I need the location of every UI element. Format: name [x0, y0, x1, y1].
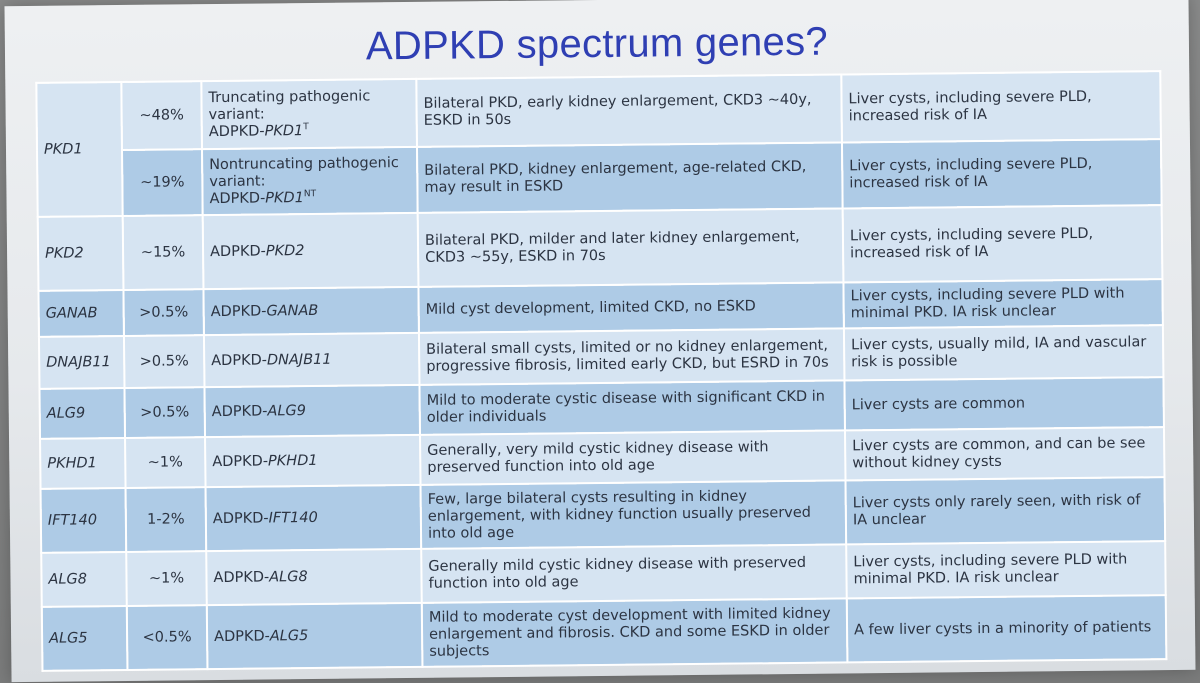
extrarenal-phenotype-cell: Liver cysts, including severe PLD, incre…	[841, 139, 1162, 209]
designation-gene: ALG8	[269, 568, 308, 585]
frequency-cell: <0.5%	[126, 605, 208, 670]
gene-cell: DNAJB11	[38, 335, 125, 389]
designation-gene: ALG5	[269, 627, 309, 644]
designation-gene: GANAB	[266, 302, 319, 319]
designation-prefix: ADPKD-	[208, 123, 265, 140]
extrarenal-phenotype-cell: Liver cysts are common	[844, 377, 1164, 431]
frequency-cell: >0.5%	[123, 289, 204, 336]
slide-title: ADPKD spectrum genes?	[365, 19, 829, 69]
extrarenal-phenotype-cell: Liver cysts are common, and can be see w…	[844, 427, 1165, 481]
frequency-cell: >0.5%	[123, 335, 205, 388]
designation-gene: PKHD1	[267, 452, 318, 469]
frequency-cell: >0.5%	[124, 387, 206, 438]
gene-cell: ALG8	[41, 551, 127, 607]
designation-line: Truncating pathogenic	[208, 87, 371, 106]
table-row: IFT140 1-2% ADPKD-IFT140 Few, large bila…	[40, 477, 1166, 553]
designation-cell: Truncating pathogenic variant: ADPKD-PKD…	[201, 78, 417, 150]
designation-cell: ADPKD-PKD2	[202, 212, 419, 290]
designation-gene: IFT140	[268, 509, 318, 526]
designation-cell: ADPKD-GANAB	[203, 286, 419, 336]
designation-prefix: ADPKD-	[209, 242, 266, 260]
designation-gene: PKD1	[264, 122, 304, 140]
kidney-phenotype-cell: Bilateral small cysts, limited or no kid…	[418, 328, 845, 385]
designation-line: Nontruncating pathogenic	[209, 154, 399, 173]
kidney-phenotype-cell: Mild to moderate cyst development with l…	[421, 598, 848, 667]
designation-prefix: ADPKD-	[212, 509, 269, 527]
kidney-phenotype-cell: Bilateral PKD, early kidney enlargement,…	[416, 74, 842, 147]
kidney-phenotype-cell: Bilateral PKD, milder and later kidney e…	[417, 208, 844, 287]
gene-cell: IFT140	[40, 487, 127, 553]
table-row: PKD2 ~15% ADPKD-PKD2 Bilateral PKD, mild…	[37, 205, 1163, 291]
designation-gene: PKD2	[265, 242, 305, 259]
extrarenal-phenotype-cell: Liver cysts, including severe PLD, incre…	[842, 205, 1163, 283]
designation-cell: Nontruncating pathogenic variant: ADPKD-…	[202, 146, 418, 216]
frequency-cell: ~15%	[122, 215, 204, 290]
designation-cell: ADPKD-PKHD1	[205, 434, 421, 488]
designation-name: ADPKD-PKD1NT	[209, 188, 410, 207]
designation-prefix: ADPKD-	[212, 452, 269, 470]
designation-line: variant:	[208, 105, 265, 123]
frequency-cell: ~19%	[122, 149, 203, 216]
designation-gene: PKD1	[265, 189, 304, 206]
designation-cell: ADPKD-ALG8	[206, 548, 422, 606]
designation-superscript: NT	[303, 188, 317, 199]
gene-cell: GANAB	[38, 289, 124, 337]
kidney-phenotype-cell: Mild cyst development, limited CKD, no E…	[418, 282, 844, 333]
presentation-slide: ADPKD spectrum genes? PKD1 ~48% Truncati…	[4, 0, 1196, 683]
kidney-phenotype-cell: Few, large bilateral cysts resulting in …	[420, 480, 847, 549]
gene-cell: ALG9	[39, 387, 126, 439]
designation-name: ADPKD-PKD1T	[209, 121, 410, 140]
designation-prefix: ADPKD-	[213, 568, 270, 586]
designation-cell: ADPKD-IFT140	[205, 484, 422, 552]
gene-cell: PKD1	[36, 81, 123, 217]
kidney-phenotype-cell: Generally mild cystic kidney disease wit…	[421, 544, 847, 603]
kidney-phenotype-cell: Mild to moderate cystic disease with sig…	[419, 380, 845, 435]
genes-table: PKD1 ~48% Truncating pathogenic variant:…	[35, 70, 1167, 672]
gene-cell: PKD2	[37, 215, 124, 291]
extrarenal-phenotype-cell: Liver cysts, including severe PLD with m…	[846, 541, 1166, 599]
extrarenal-phenotype-cell: A few liver cysts in a minority of patie…	[846, 595, 1167, 663]
designation-gene: DNAJB11	[266, 351, 332, 368]
frequency-cell: ~1%	[125, 437, 206, 488]
table-row: PKD1 ~48% Truncating pathogenic variant:…	[36, 71, 1161, 217]
kidney-phenotype-cell: Bilateral PKD, kidney enlargement, age-r…	[416, 142, 843, 213]
kidney-phenotype-cell: Generally, very mild cystic kidney disea…	[420, 430, 846, 485]
designation-prefix: ADPKD-	[214, 627, 270, 645]
table-row: ~19% Nontruncating pathogenic variant: A…	[37, 139, 1162, 217]
designation-prefix: ADPKD-	[209, 189, 266, 207]
designation-superscript: T	[303, 121, 309, 132]
designation-cell: ADPKD-ALG9	[204, 384, 421, 438]
extrarenal-phenotype-cell: Liver cysts only rarely seen, with risk …	[845, 477, 1166, 545]
frequency-cell: ~1%	[126, 551, 207, 606]
frequency-cell: ~48%	[121, 81, 203, 150]
gene-cell: ALG5	[41, 605, 128, 671]
designation-prefix: ADPKD-	[211, 402, 268, 420]
extrarenal-phenotype-cell: Liver cysts, including severe PLD with m…	[843, 279, 1163, 329]
extrarenal-phenotype-cell: Liver cysts, including severe PLD, incre…	[841, 71, 1161, 143]
designation-cell: ADPKD-ALG5	[206, 602, 423, 670]
designation-prefix: ADPKD-	[211, 351, 268, 369]
frequency-cell: 1-2%	[125, 487, 207, 552]
extrarenal-phenotype-cell: Liver cysts, usually mild, IA and vascul…	[843, 325, 1164, 381]
designation-gene: ALG9	[267, 402, 307, 419]
designation-cell: ADPKD-DNAJB11	[203, 332, 420, 388]
gene-cell: PKHD1	[40, 437, 126, 489]
table-row: ALG5 <0.5% ADPKD-ALG5 Mild to moderate c…	[41, 595, 1167, 671]
designation-prefix: ADPKD-	[210, 302, 267, 320]
